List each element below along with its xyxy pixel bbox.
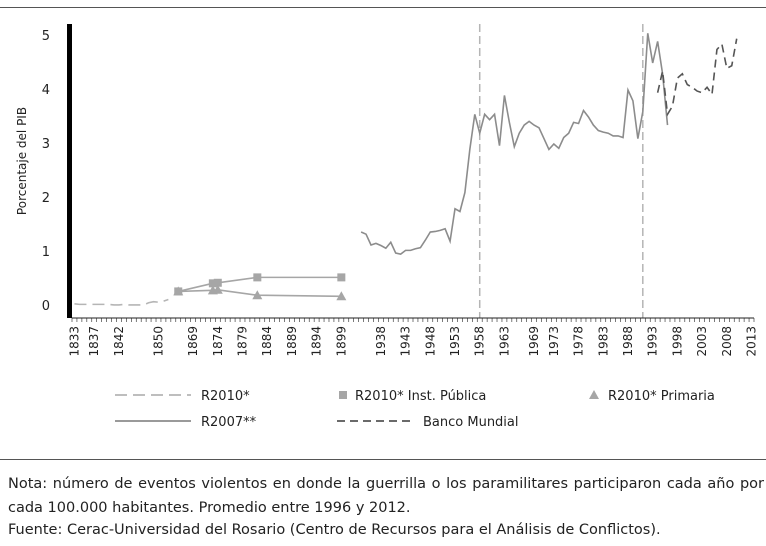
series-marker-square [253,273,262,282]
x-tick-label: 1879 [236,326,250,357]
y-tick-label: 1 [42,245,50,260]
legend-label: R2010* Inst. Pública [355,389,486,404]
source-text: Fuente: Cerac-Universidad del Rosario (C… [8,522,661,538]
x-tick-label: 1874 [211,326,225,357]
x-tick-label: 1993 [646,326,660,357]
x-tick-label: 2003 [695,326,709,357]
bottom-rule [0,459,766,460]
x-tick-label: 1978 [572,326,586,357]
legend-item-5: Banco Mundial [337,415,519,430]
series-marker-square [208,279,217,288]
legend-item-1: R2010* [115,389,250,404]
x-tick-label: 1988 [621,326,635,357]
series-marker-triangle [252,290,263,300]
legend-marker-square [339,391,347,399]
black-bar-2 [67,24,72,318]
y-tick-label: 3 [42,137,50,152]
series-line-4 [360,33,669,256]
chart: 1833 1837 1842 1850 1869 1874 1879 1884 1889 1894… [15,24,759,430]
x-tick-label: 1842 [112,326,126,357]
top-rule [0,7,766,8]
x-tick-label: 1953 [448,326,462,357]
x-tick-label: 1963 [497,326,511,357]
series-marker-triangle [173,286,184,296]
legend-label: R2010* [201,389,250,404]
x-tick-label: 1983 [596,326,610,357]
series-line-5 [656,38,738,117]
x-tick-label: 1938 [374,326,388,357]
series-line-1 [74,298,169,306]
x-tick-label: 1894 [310,326,324,357]
y-tick-label: 0 [42,299,50,314]
series-marker-triangle [212,284,223,294]
x-tick-label: 1969 [527,326,541,357]
x-tick-label: 1958 [473,326,487,357]
x-tick-label: 2008 [720,326,734,357]
x-tick-label: 1943 [399,326,413,357]
note-text: Nota: número de eventos violentos en don… [8,476,764,516]
y-tick-label: 2 [42,191,50,206]
series-marker-triangle [336,291,347,301]
legend-item-2: R2010* Inst. Pública [339,389,486,404]
legend-item-4: R2007** [115,415,257,430]
x-tick-label: 1889 [285,326,299,357]
legend-marker-triangle [589,390,599,399]
x-tick-label: 1850 [151,326,165,357]
legend-label: Banco Mundial [423,415,519,430]
legend-label: R2007** [201,415,257,430]
x-tick-label: 2013 [745,326,759,357]
series-marker-square [337,273,346,282]
x-tick-label: 1948 [423,326,437,357]
y-tick-label: 5 [42,29,50,44]
x-tick-label: 1837 [87,326,101,357]
legend-item-3: R2010* Primaria [589,389,715,404]
x-tick-label: 1833 [67,326,81,357]
x-tick-label: 1973 [547,326,561,357]
legend-label: R2010* Primaria [608,389,715,404]
series-marker-square [213,278,222,287]
y-axis-label: Porcentaje del PIB [15,107,29,215]
x-tick-label: 1869 [186,326,200,357]
x-tick-label: 1884 [260,326,274,357]
x-tick-label: 1899 [334,326,348,357]
x-tick-label: 1998 [670,326,684,357]
y-tick-label: 4 [42,83,50,98]
